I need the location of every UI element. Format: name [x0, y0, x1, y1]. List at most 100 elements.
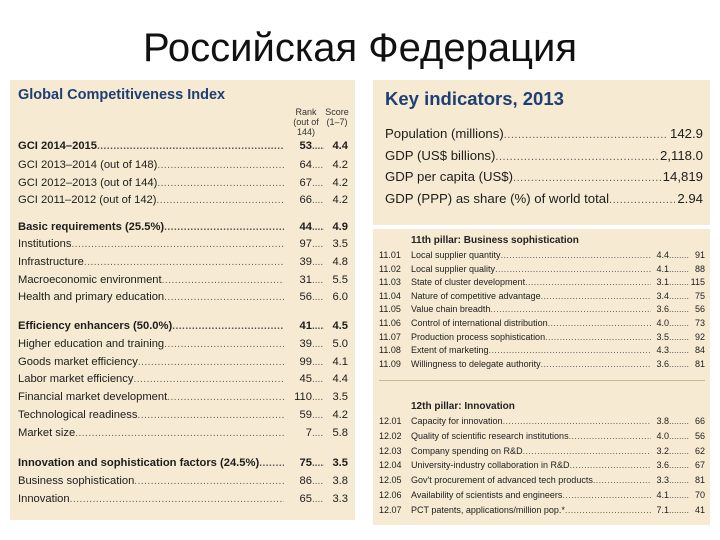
- pillar-row-score: 3.1: [656, 277, 669, 288]
- leader-dots: ........................................…: [83, 257, 284, 268]
- leader-dots: ........................................…: [669, 445, 689, 456]
- gci-row: GCI 2013–2014 (out of 148)..............…: [18, 159, 348, 175]
- key-indicators-title: Key indicators, 2013: [385, 88, 564, 109]
- leader-dots: ........................................…: [522, 445, 651, 456]
- score-column-header: Score (1–7): [325, 107, 349, 127]
- leader-dots: ........................................…: [592, 475, 651, 486]
- gci-row: Financial market development............…: [18, 391, 348, 407]
- gci-row: Business sophistication.................…: [18, 475, 348, 491]
- gci-row: Innovation and sophistication factors (2…: [18, 457, 348, 473]
- pillar-row-score: 7.1: [656, 504, 669, 515]
- leader-dots: ........................................…: [157, 178, 284, 189]
- key-indicator-row: GDP (US$ billions)......................…: [385, 148, 703, 167]
- pillar-row-label: PCT patents, applications/million pop.*: [411, 504, 565, 515]
- leader-dots: ........................................…: [669, 345, 689, 356]
- leader-dots: ........................................…: [133, 374, 284, 385]
- pillar-row-code: 11.08: [379, 345, 401, 356]
- pillar-row-code: 12.03: [379, 445, 402, 456]
- gci-row-score: 4.1: [332, 356, 348, 368]
- pillar11-title: 11th pillar: Business sophistication: [411, 235, 579, 246]
- leader-dots: ........................................…: [167, 392, 284, 403]
- gci-row-score: 3.5: [332, 391, 348, 403]
- pillar-row-score: 3.4: [656, 290, 669, 301]
- leader-dots: ........................................…: [97, 141, 284, 152]
- gci-row-rank: 45: [299, 373, 312, 385]
- gci-row-label: Goods market efficiency: [18, 356, 138, 368]
- pillar-row-label: Company spending on R&D: [411, 445, 523, 456]
- pillar-row-code: 12.05: [379, 475, 402, 486]
- pillar-row-code: 11.06: [379, 318, 401, 328]
- leader-dots: ........................................…: [259, 458, 284, 469]
- key-indicator-label: GDP per capita (US$): [385, 169, 514, 184]
- slide-title: Российская Федерация: [142, 26, 578, 70]
- pillar-row-score: 3.6: [656, 460, 669, 471]
- leader-dots: ........................................…: [669, 460, 689, 471]
- gci-row-score: 4.2: [332, 159, 348, 171]
- pillar-row-code: 11.05: [379, 304, 401, 315]
- gci-row-rank: 59: [299, 409, 312, 421]
- gci-row-rank: 66: [299, 194, 312, 206]
- gci-row-rank: 39: [299, 338, 312, 350]
- pillar-row-score: 4.4: [656, 250, 669, 260]
- pillar-row-score: 3.6: [656, 304, 669, 315]
- gci-row: Institutions............................…: [18, 238, 348, 254]
- leader-dots: ........................................…: [500, 250, 651, 260]
- pillar-row-rank: 81: [694, 475, 705, 486]
- pillar-row-rank: 56: [694, 304, 705, 315]
- pillar-row: 11.08 Extent of marketing................…: [379, 345, 705, 358]
- leader-dots: ........................................…: [513, 172, 661, 184]
- leader-dots: ........................................…: [669, 490, 689, 500]
- pillar-row-rank: 81: [694, 358, 705, 369]
- gci-row-score: 3.3: [332, 493, 348, 505]
- gci-row-score: 4.5: [332, 320, 348, 332]
- leader-dots: ........................................…: [161, 275, 284, 286]
- pillar-row-rank: 75: [694, 290, 705, 301]
- leader-dots: ........................................…: [312, 374, 324, 385]
- pillar-row-score: 4.1: [656, 490, 669, 500]
- pillar-row-label: Extent of marketing: [411, 345, 489, 356]
- leader-dots: ........................................…: [312, 339, 324, 350]
- pillar-row-rank: 56: [694, 430, 705, 441]
- gci-row-label: Infrastructure: [18, 256, 84, 268]
- pillar-row: 12.06 Availability of scientists and engi…: [379, 490, 705, 503]
- leader-dots: ........................................…: [312, 160, 324, 171]
- key-indicator-row: GDP (PPP) as share (%) of world total...…: [385, 191, 703, 210]
- gci-row-rank: 99: [299, 356, 312, 368]
- leader-dots: ........................................…: [312, 410, 324, 421]
- pillar-row-rank: 92: [694, 331, 705, 342]
- pillar-row-code: 11.03: [379, 277, 401, 288]
- leader-dots: ........................................…: [312, 292, 324, 303]
- pillar12-title: 12th pillar: Innovation: [411, 401, 515, 412]
- gci-row-rank: 44: [299, 221, 312, 233]
- pillar-row-score: 3.6: [656, 358, 669, 369]
- pillar-row-score: 4.0: [656, 430, 669, 441]
- pillar-row-label: Willingness to delegate authority: [411, 358, 541, 369]
- leader-dots: ........................................…: [669, 250, 689, 260]
- gci-row-rank: 67: [299, 177, 312, 189]
- pillar-row: 12.04 University-industry collaboration i…: [379, 460, 705, 473]
- gci-row-score: 4.2: [332, 194, 348, 206]
- pillar-row-label: Availability of scientists and engineers: [411, 490, 563, 500]
- gci-row-label: Basic requirements (25.5%): [18, 221, 165, 233]
- gci-row-label: Macroeconomic environment: [18, 274, 162, 286]
- pillar-row-rank: 67: [694, 460, 705, 471]
- pillar-row: 11.02 Local supplier quality.............…: [379, 264, 705, 277]
- gci-row-rank: 110: [294, 391, 312, 403]
- leader-dots: ........................................…: [312, 494, 324, 505]
- gci-row-label: Innovation: [18, 493, 70, 505]
- pillar-row-rank: 91: [694, 250, 705, 260]
- gci-row-score: 5.5: [332, 274, 348, 286]
- pillar-row-score: 3.3: [656, 475, 669, 486]
- gci-row-rank: 7: [305, 427, 312, 439]
- leader-dots: ........................................…: [164, 292, 284, 303]
- gci-row-score: 3.5: [332, 238, 348, 250]
- leader-dots: ........................................…: [312, 178, 324, 189]
- leader-dots: ........................................…: [312, 428, 324, 439]
- leader-dots: ........................................…: [164, 222, 284, 233]
- pillar-row-score: 3.2: [656, 445, 669, 456]
- leader-dots: ........................................…: [312, 392, 324, 403]
- gci-row-score: 3.5: [332, 457, 348, 469]
- gci-row-score: 4.4: [332, 140, 348, 152]
- pillar-row-code: 11.07: [379, 331, 401, 342]
- gci-row-rank: 86: [299, 475, 312, 487]
